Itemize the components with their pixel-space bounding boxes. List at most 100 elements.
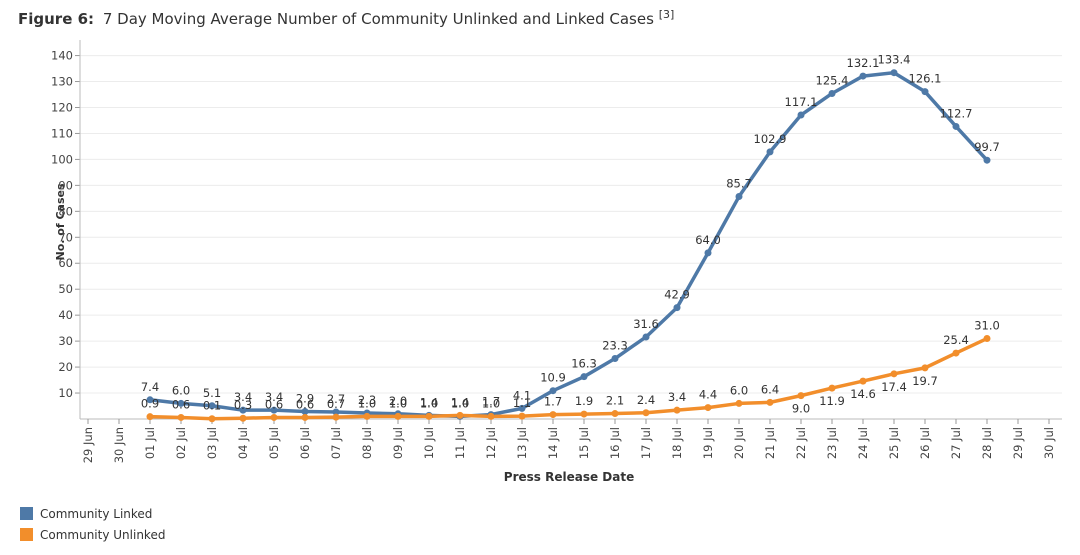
point xyxy=(983,335,991,343)
point xyxy=(549,387,557,395)
data-label: 2.0 xyxy=(389,394,407,408)
point xyxy=(363,412,371,420)
x-tick-label: 21 Jul xyxy=(763,427,777,459)
series-line xyxy=(149,70,989,419)
point xyxy=(301,407,309,415)
x-tick-label: 03 Jul xyxy=(205,427,219,459)
point xyxy=(859,72,867,80)
data-label: 1.0 xyxy=(482,396,500,410)
point xyxy=(239,414,247,422)
point xyxy=(983,156,991,164)
data-label: 14.6 xyxy=(850,387,876,401)
x-tick-label: 07 Jul xyxy=(329,427,343,459)
data-label: 1.0 xyxy=(389,396,407,410)
point xyxy=(270,413,278,421)
x-tick-label: 19 Jul xyxy=(701,427,715,459)
x-tick-label: 30 Jul xyxy=(1042,427,1056,459)
point xyxy=(859,377,867,385)
point xyxy=(208,415,216,423)
data-label: 42.9 xyxy=(664,288,690,302)
data-label: 17.4 xyxy=(881,380,907,394)
point xyxy=(766,148,774,156)
point xyxy=(611,410,619,418)
x-tick-label: 27 Jul xyxy=(949,427,963,459)
y-tick-label: 140 xyxy=(51,49,73,63)
point xyxy=(735,193,743,201)
point xyxy=(332,408,340,416)
data-label: 1.9 xyxy=(575,394,593,408)
data-label: 3.4 xyxy=(234,390,252,404)
point xyxy=(518,412,526,420)
data-label: 2.3 xyxy=(358,393,376,407)
x-tick-label: 26 Jul xyxy=(918,427,932,459)
x-tick-label: 02 Jul xyxy=(174,427,188,459)
point xyxy=(921,364,929,372)
y-tick-label: 100 xyxy=(51,152,73,166)
point xyxy=(766,398,774,406)
y-tick-label: 90 xyxy=(58,178,73,192)
x-tick-label: 29 Jul xyxy=(1011,427,1025,459)
y-tick-label: 70 xyxy=(58,230,73,244)
x-tick-label: 10 Jul xyxy=(422,427,436,459)
x-tick-label: 09 Jul xyxy=(391,427,405,459)
point xyxy=(921,88,929,96)
x-tick-label: 18 Jul xyxy=(670,427,684,459)
data-label: 2.7 xyxy=(327,392,345,406)
x-tick-label: 20 Jul xyxy=(732,427,746,459)
x-tick-label: 11 Jul xyxy=(453,427,467,459)
data-label: 7.4 xyxy=(141,380,159,394)
y-axis-title: No. of Cases xyxy=(54,183,67,260)
data-label: 3.4 xyxy=(265,390,283,404)
chart-title: Figure 6: 7 Day Moving Average Number of… xyxy=(18,8,674,28)
point xyxy=(704,249,712,257)
data-label: 6.0 xyxy=(730,383,748,397)
x-tick-label: 28 Jul xyxy=(980,427,994,459)
data-label: 1.7 xyxy=(544,395,562,409)
data-label: 2.4 xyxy=(637,393,655,407)
point xyxy=(425,412,433,420)
data-label: 0.9 xyxy=(141,397,159,411)
data-label: 31.6 xyxy=(633,317,659,331)
x-tick-label: 17 Jul xyxy=(639,427,653,459)
point xyxy=(394,412,402,420)
point xyxy=(580,373,588,381)
data-label: 1.1 xyxy=(513,396,531,410)
point xyxy=(952,349,960,357)
y-tick-label: 30 xyxy=(58,334,73,348)
point xyxy=(735,399,743,407)
x-tick-label: 08 Jul xyxy=(360,427,374,459)
point xyxy=(797,111,805,119)
y-tick-label: 20 xyxy=(58,360,73,374)
y-tick-label: 40 xyxy=(58,308,73,322)
data-label: 1.7 xyxy=(482,395,500,409)
point xyxy=(177,399,185,407)
series-line xyxy=(149,336,988,421)
data-label: 3.4 xyxy=(668,390,686,404)
y-tick-label: 10 xyxy=(58,386,73,400)
data-label: 9.0 xyxy=(792,402,810,416)
title-text: 7 Day Moving Average Number of Community… xyxy=(103,10,654,28)
y-tick-label: 50 xyxy=(58,282,73,296)
data-label: 0.1 xyxy=(203,399,221,413)
data-label: 1.0 xyxy=(420,396,438,410)
point xyxy=(673,304,681,312)
point xyxy=(549,411,557,419)
point xyxy=(611,355,619,363)
legend-label: Community Linked xyxy=(40,507,152,521)
data-label: 31.0 xyxy=(974,319,1000,333)
data-label: 0.6 xyxy=(265,397,283,411)
title-prefix: Figure 6: xyxy=(18,10,94,28)
data-label: 0.6 xyxy=(172,397,190,411)
data-label: 16.3 xyxy=(571,357,597,371)
point xyxy=(208,402,216,410)
x-tick-label: 14 Jul xyxy=(546,427,560,459)
point xyxy=(146,396,154,404)
point xyxy=(890,69,898,77)
x-tick-label: 06 Jul xyxy=(298,427,312,459)
point xyxy=(828,89,836,97)
data-label: 126.1 xyxy=(909,72,942,86)
data-label: 11.9 xyxy=(819,394,845,408)
x-tick-label: 12 Jul xyxy=(484,427,498,459)
point xyxy=(952,122,960,130)
